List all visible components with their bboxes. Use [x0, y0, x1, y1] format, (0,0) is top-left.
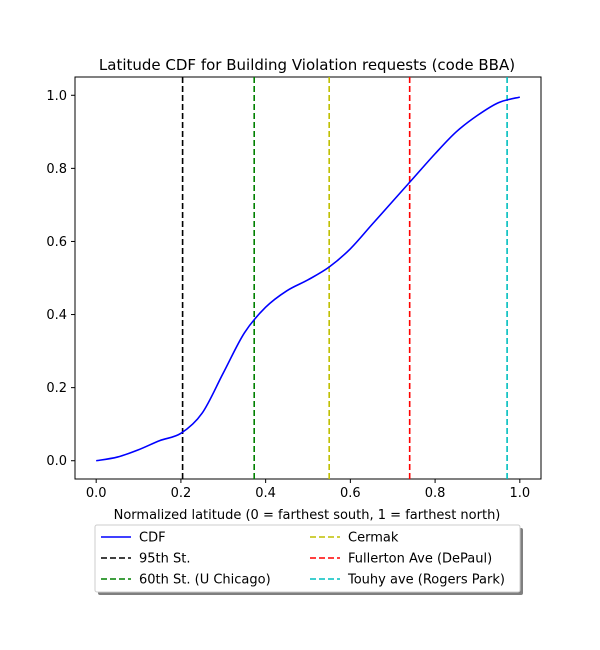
x-tick-label: 0.2 [171, 486, 192, 501]
x-tick-label: 0.4 [255, 486, 276, 501]
y-tick-label: 0.8 [46, 162, 67, 177]
legend-box [94, 524, 521, 593]
legend-entry: 60th St. (U Chicago) [139, 573, 271, 588]
legend-entry: 95th St. [139, 552, 191, 567]
y-tick-label: 0.2 [46, 381, 67, 396]
x-axis-ticks: 0.0 0.2 0.4 0.6 0.8 1.0 [86, 479, 530, 501]
legend-entry: Cermak [348, 531, 399, 546]
x-tick-label: 0.0 [86, 486, 107, 501]
y-tick-label: 1.0 [46, 89, 67, 104]
y-tick-label: 0.6 [46, 235, 67, 250]
plot-frame [74, 76, 542, 480]
y-tick-label: 0.4 [46, 308, 67, 323]
legend: CDF 95th St. 60th St. (U Chicago) Cermak Ful… [94, 524, 523, 595]
plot-area [74, 76, 542, 480]
x-axis-label: Normalized latitude (0 = farthest south,… [114, 508, 501, 523]
y-axis-ticks: 0.0 0.2 0.4 0.6 0.8 1.0 [46, 89, 75, 469]
legend-entry: CDF [139, 531, 166, 546]
x-tick-label: 1.0 [509, 486, 530, 501]
chart-title: Latitude CDF for Building Violation requ… [99, 56, 515, 74]
y-tick-label: 0.0 [46, 454, 67, 469]
legend-entry: Touhy ave (Rogers Park) [347, 573, 505, 588]
x-tick-label: 0.6 [340, 486, 361, 501]
series-line-0 [96, 96, 521, 462]
legend-entry: Fullerton Ave (DePaul) [348, 552, 492, 567]
x-tick-label: 0.8 [425, 486, 446, 501]
